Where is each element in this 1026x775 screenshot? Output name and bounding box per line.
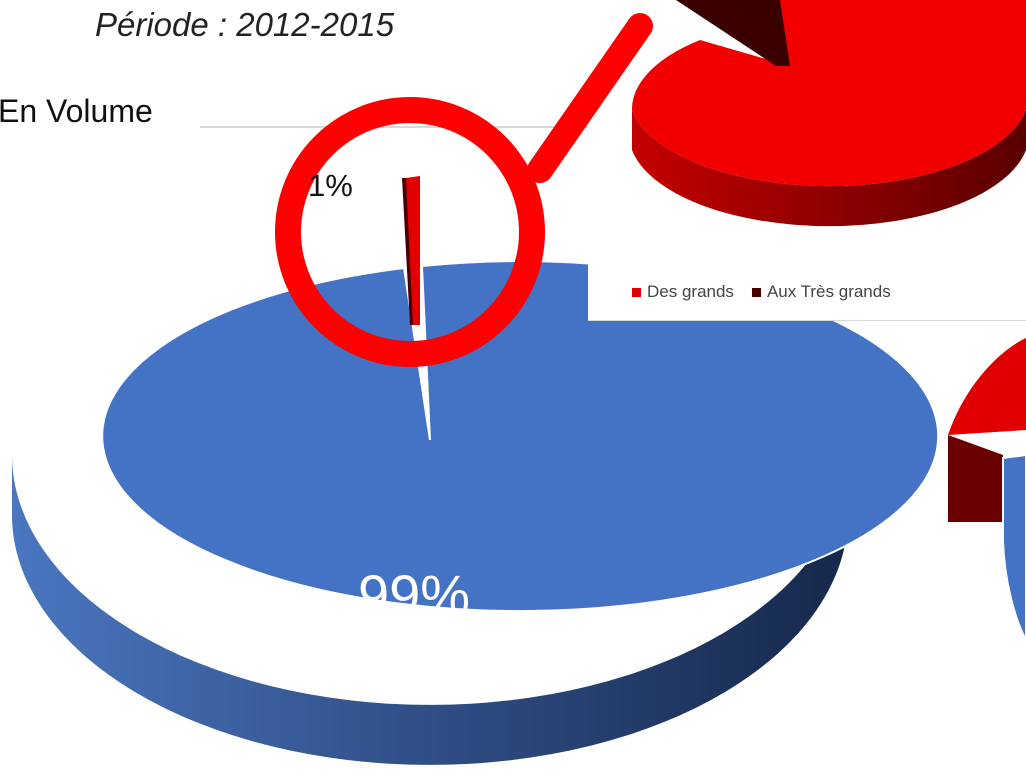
legend-item-tres-grands: Aux Très grands (751, 282, 891, 302)
inset-pie-side (632, 110, 1026, 227)
section-title: En Volume (0, 93, 153, 129)
magnifier-ring (275, 97, 545, 367)
legend-item-des-grands: Des grands (632, 282, 734, 302)
pie-slice-1 (406, 176, 420, 325)
inset-pie-des-grands (631, 0, 1026, 187)
slice-label-1-percent: 1% (308, 168, 353, 203)
inset-legend: Des grands Aux Très grands (632, 282, 891, 302)
pie-slice-1-side (402, 178, 414, 325)
inset-divider (588, 320, 1026, 321)
slice-label-99-percent: 99% (358, 563, 471, 626)
right-pie-red-side (948, 435, 1003, 522)
legend-label-2: Aux Très grands (766, 282, 891, 301)
legend-label-1: Des grands (647, 282, 734, 301)
legend-swatch-darkred (751, 287, 761, 297)
title-underline (200, 126, 590, 128)
magnifier-handle (527, 13, 653, 183)
legend-swatch-red (632, 287, 641, 297)
inset-pie-tres-grands (676, 0, 790, 66)
right-pie-red (948, 338, 1026, 435)
period-label: Période : 2012-2015 (95, 6, 395, 43)
pie-slice-99-side (12, 455, 848, 765)
